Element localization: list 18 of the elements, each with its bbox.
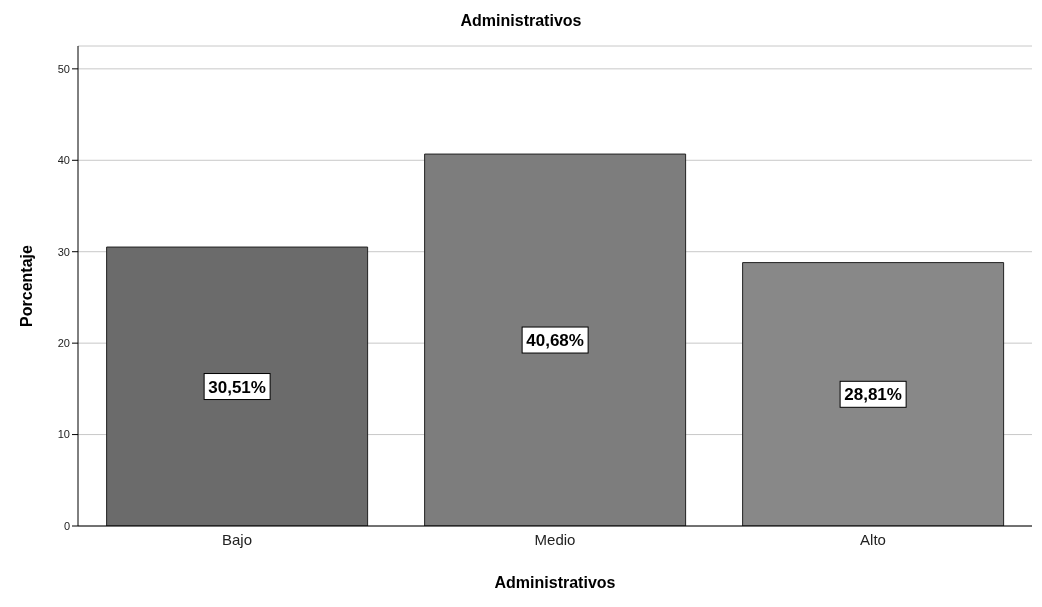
bar bbox=[106, 246, 369, 526]
chart-title: Administrativos bbox=[459, 11, 583, 31]
data-label: 28,81% bbox=[844, 385, 902, 405]
x-tick-label: Alto bbox=[860, 530, 886, 548]
bar bbox=[424, 153, 687, 526]
y-tick-label: 0 bbox=[63, 519, 70, 532]
x-tick-label: Medio bbox=[534, 530, 576, 548]
y-tick-label: 30 bbox=[57, 245, 70, 258]
x-axis-title: Administrativos bbox=[494, 574, 616, 591]
data-label: 40,68% bbox=[526, 331, 584, 351]
y-axis-title: Porcentaje bbox=[17, 244, 35, 327]
y-tick-label: 20 bbox=[57, 337, 70, 350]
x-tick-label: Bajo bbox=[221, 530, 253, 548]
y-tick-label: 10 bbox=[57, 428, 70, 441]
y-tick-label: 50 bbox=[57, 62, 70, 75]
bar bbox=[742, 262, 1005, 526]
data-label: 30,51% bbox=[208, 377, 266, 397]
y-tick-label: 40 bbox=[57, 154, 70, 167]
